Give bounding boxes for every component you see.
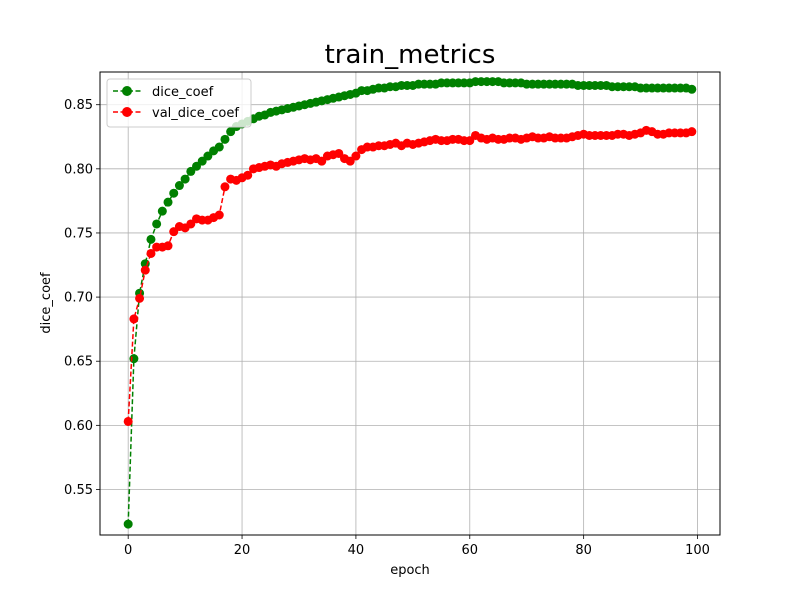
data-point-dice-coef: [214, 142, 224, 152]
legend-marker-dice-coef: [122, 86, 132, 96]
data-point-dice-coef: [169, 188, 179, 198]
data-point-dice-coef: [157, 206, 167, 216]
y-tick-label: 0.70: [64, 291, 93, 306]
y-tick-label: 0.75: [64, 226, 93, 241]
data-point-val-dice-coef: [214, 210, 224, 220]
data-point-val-dice-coef: [163, 241, 173, 251]
legend-box: [106, 78, 252, 128]
data-point-dice-coef: [123, 519, 133, 529]
x-tick-label: 60: [462, 543, 479, 558]
x-axis-label: epoch: [390, 563, 430, 578]
x-tick-label: 0: [124, 543, 132, 558]
chart-title: train_metrics: [325, 40, 496, 70]
data-point-val-dice-coef: [129, 314, 139, 324]
legend-label-val-dice-coef: val_dice_coef: [152, 106, 239, 121]
data-point-val-dice-coef: [146, 248, 156, 258]
data-point-val-dice-coef: [220, 182, 230, 192]
series-layer: [123, 77, 697, 529]
axes-ticks: 0 20 40 60 80 100 0.55 0.60 0.65 0.70 0.75 0.80 0.85: [64, 98, 710, 558]
data-point-dice-coef: [180, 174, 190, 184]
x-tick-label: 40: [348, 543, 365, 558]
y-tick-label: 0.85: [64, 98, 93, 113]
data-point-dice-coef: [174, 181, 184, 191]
grid: [100, 72, 720, 535]
data-point-val-dice-coef: [135, 293, 145, 303]
data-point-val-dice-coef: [351, 151, 361, 161]
legend-marker-val-dice-coef: [122, 107, 132, 117]
data-point-dice-coef: [152, 219, 162, 229]
x-tick-label: 80: [575, 543, 592, 558]
data-point-val-dice-coef: [243, 170, 253, 180]
y-axis-label: dice_coef: [39, 272, 54, 334]
data-point-val-dice-coef: [140, 265, 150, 275]
data-point-val-dice-coef: [123, 416, 133, 426]
data-point-dice-coef: [220, 134, 230, 144]
x-tick-label: 20: [234, 543, 251, 558]
legend: dice_coef val_dice_coef: [106, 78, 252, 128]
y-tick-label: 0.55: [64, 483, 93, 498]
y-tick-label: 0.65: [64, 355, 93, 370]
data-point-val-dice-coef: [687, 127, 697, 137]
legend-label-dice-coef: dice_coef: [152, 85, 214, 100]
data-point-dice-coef: [146, 234, 156, 244]
y-tick-label: 0.80: [64, 162, 93, 177]
data-point-dice-coef: [129, 354, 139, 364]
plot-frame: [99, 71, 721, 536]
y-tick-label: 0.60: [64, 419, 93, 434]
data-point-dice-coef: [163, 197, 173, 207]
x-tick-label: 100: [685, 543, 710, 558]
data-point-dice-coef: [687, 84, 697, 94]
